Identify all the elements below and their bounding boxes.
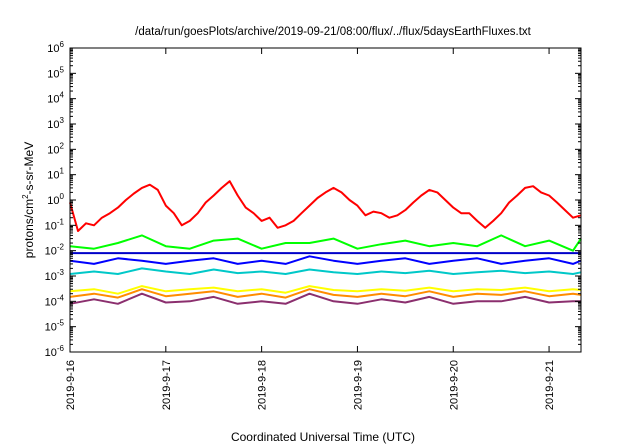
x-tick-label: 2019-9-19: [352, 360, 364, 410]
y-tick-label: 10-2: [45, 243, 65, 258]
y-axis-label-pre: protons/cm: [22, 199, 36, 258]
series-line-5: [69, 267, 582, 275]
series-layer: [69, 180, 582, 305]
series-line-7: [69, 288, 582, 299]
y-tick-label: 100: [47, 192, 64, 207]
x-tick-label: 2019-9-21: [544, 360, 556, 410]
y-tick-label: 10-5: [45, 319, 65, 334]
x-tick-label: 2019-9-16: [65, 360, 77, 410]
y-axis-label: protons/cm2-s-sr-MeV: [21, 142, 36, 258]
y-tick-label: 10-1: [45, 217, 65, 232]
x-tick-label: 2019-9-18: [257, 360, 269, 410]
y-tick-label: 103: [47, 116, 64, 131]
y-tick-label: 106: [47, 40, 64, 55]
y-axis-label-post: -s-sr-MeV: [22, 142, 36, 195]
y-axis-label-sup: 2: [21, 194, 30, 199]
series-line-3: [69, 255, 582, 265]
y-tick-label: 105: [47, 65, 64, 80]
x-axis-label: Coordinated Universal Time (UTC): [231, 430, 415, 444]
y-tick-label: 101: [47, 167, 64, 182]
plot-frame: [69, 47, 582, 353]
chart-title: /data/run/goesPlots/archive/2019-09-21/0…: [135, 26, 531, 38]
y-tick-label: 102: [47, 141, 64, 156]
series-line-6: [69, 285, 582, 295]
x-tick-label: 2019-9-20: [448, 360, 460, 410]
series-line-1: [69, 180, 582, 232]
y-tick-label: 104: [47, 91, 64, 106]
x-tick-label: 2019-9-17: [161, 360, 173, 410]
y-tick-label: 10-4: [45, 293, 65, 308]
series-line-2: [69, 234, 582, 252]
tick-layer: 10-6 10-5 10-4 10-3 10-2 10-1 100 101 102 103 104 1…: [45, 40, 581, 410]
series-line-8: [69, 292, 581, 305]
y-tick-label: 10-3: [45, 268, 65, 283]
y-tick-label: 10-6: [45, 344, 65, 359]
